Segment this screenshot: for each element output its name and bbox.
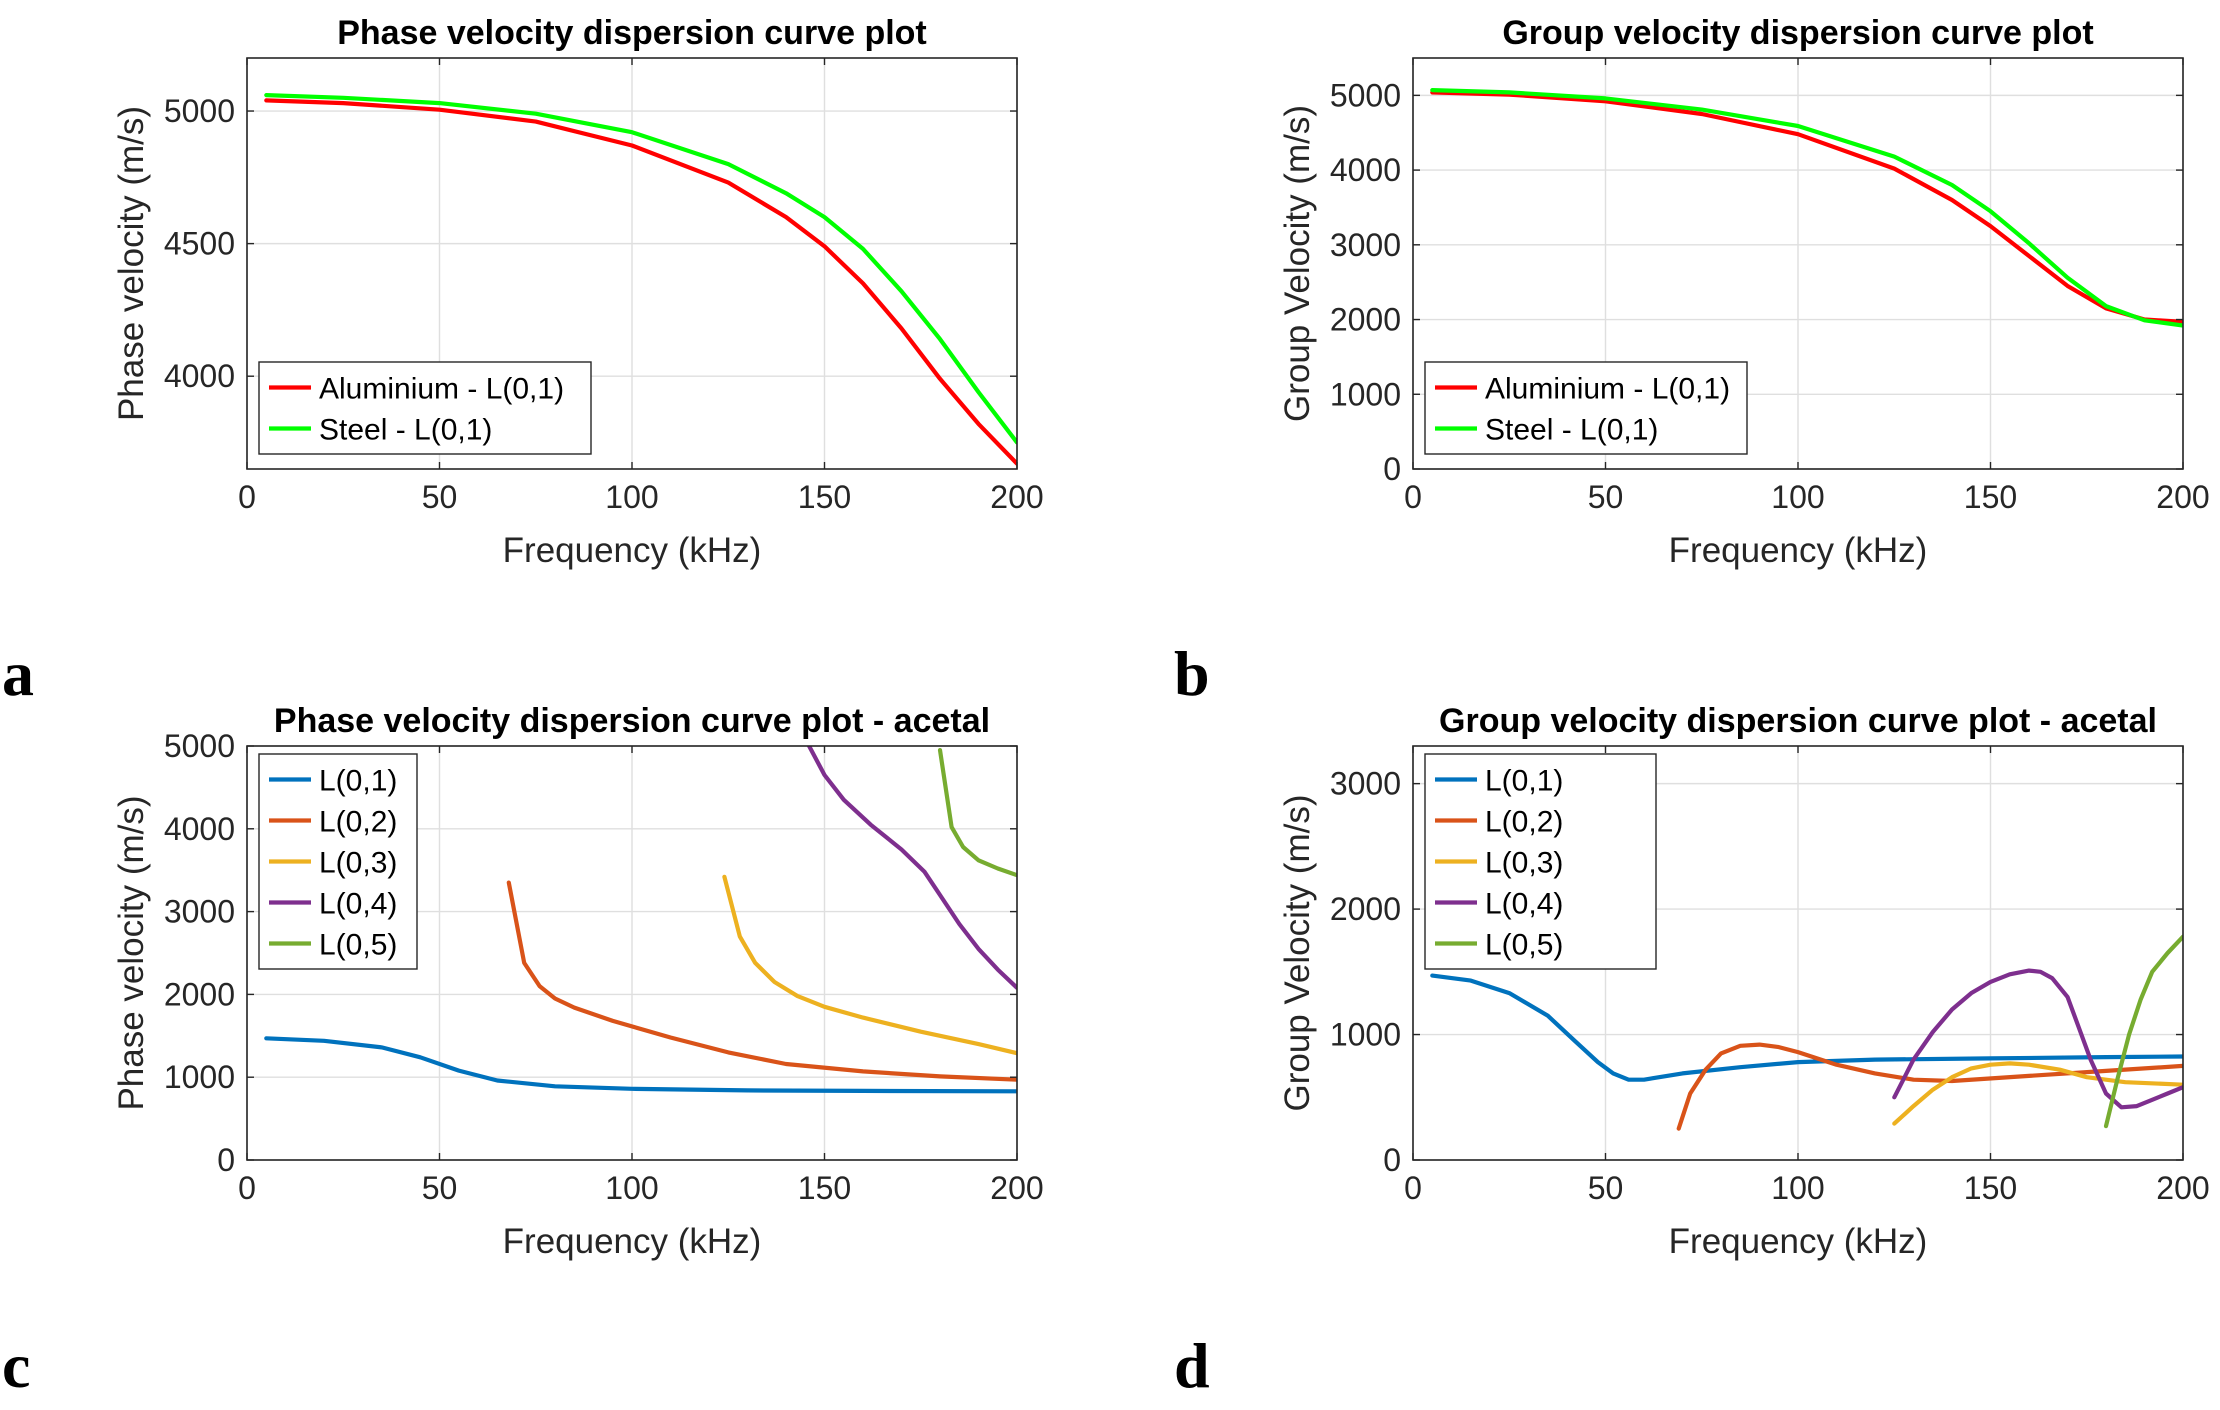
- chart-a-xtick-label: 100: [605, 479, 658, 515]
- chart-a-series-1: [264, 98, 1017, 466]
- chart-c-ytick-label: 4000: [164, 811, 235, 847]
- chart-d-series-1: [1430, 973, 2183, 1082]
- chart-d-ylabel: Group Velocity (m/s): [1278, 794, 1317, 1111]
- chart-c-ytick-label: 0: [217, 1142, 235, 1178]
- chart-a-xlabel: Frequency (kHz): [503, 531, 762, 570]
- chart-b-xlabel: Frequency (kHz): [1669, 531, 1928, 570]
- chart-c-series-4: [806, 746, 1017, 990]
- chart-d-ytick-label: 2000: [1330, 891, 1401, 927]
- chart-d-legend-entry: L(0,5): [1485, 929, 1563, 962]
- chart-c-legend-entry: L(0,4): [319, 888, 397, 921]
- chart-c-xlabel: Frequency (kHz): [503, 1222, 762, 1261]
- chart-c-legend-entry: L(0,1): [319, 765, 397, 798]
- chart-d-series-4: [1892, 968, 2183, 1110]
- chart-d-xtick-label: 150: [1964, 1170, 2017, 1206]
- chart-c-legend-entry: L(0,3): [319, 847, 397, 880]
- chart-b-ytick-label: 1000: [1330, 376, 1401, 412]
- chart-d: Group velocity dispersion curve plot - a…: [1278, 702, 2210, 1261]
- chart-d-xtick-label: 100: [1771, 1170, 1824, 1206]
- chart-a-xtick-label: 200: [990, 479, 1043, 515]
- chart-b-ytick-label: 5000: [1330, 77, 1401, 113]
- chart-c-legend-entry: L(0,5): [319, 929, 397, 962]
- chart-a-legend-entry: Steel - L(0,1): [319, 414, 492, 447]
- chart-d-series-3: [1892, 1061, 2183, 1126]
- chart-a-xtick-label: 0: [238, 479, 256, 515]
- chart-b-xtick-label: 50: [1588, 479, 1624, 515]
- chart-c-xtick-label: 200: [990, 1170, 1043, 1206]
- chart-d-xtick-label: 0: [1404, 1170, 1422, 1206]
- chart-c-xtick-label: 100: [605, 1170, 658, 1206]
- chart-a-legend: Aluminium - L(0,1) Steel - L(0,1): [258, 361, 592, 455]
- chart-b: Group velocity dispersion curve plot Fre…: [1278, 14, 2210, 570]
- panel-label-c: c: [2, 1330, 30, 1401]
- chart-a-ylabel: Phase velocity (m/s): [112, 106, 151, 421]
- chart-a: Phase velocity dispersion curve plot Fre…: [112, 14, 1044, 570]
- panel-label-b: b: [1174, 638, 1210, 709]
- chart-d-xtick-label: 200: [2156, 1170, 2209, 1206]
- chart-b-title: Group velocity dispersion curve plot: [1502, 14, 2093, 52]
- chart-a-ytick-label: 5000: [164, 93, 235, 129]
- chart-d-ytick-label: 0: [1383, 1142, 1401, 1178]
- chart-a-xtick-label: 150: [798, 479, 851, 515]
- chart-c-ytick-label: 5000: [164, 728, 235, 764]
- chart-d-title: Group velocity dispersion curve plot - a…: [1439, 702, 2157, 740]
- chart-c-legend: L(0,1) L(0,2) L(0,3) L(0,4) L(0,5): [258, 753, 418, 970]
- chart-b-legend: Aluminium - L(0,1) Steel - L(0,1): [1424, 361, 1748, 455]
- chart-c-legend-entry: L(0,2): [319, 806, 397, 839]
- chart-c-ytick-label: 1000: [164, 1059, 235, 1095]
- chart-d-legend-entry: L(0,2): [1485, 806, 1563, 839]
- chart-c-xtick-label: 50: [422, 1170, 458, 1206]
- chart-d-legend-entry: L(0,4): [1485, 888, 1563, 921]
- chart-d-xlabel: Frequency (kHz): [1669, 1222, 1928, 1261]
- chart-d-series-2: [1676, 1042, 2183, 1131]
- chart-b-legend-entry: Steel - L(0,1): [1485, 414, 1658, 447]
- chart-a-ytick-label: 4000: [164, 358, 235, 394]
- chart-a-xtick-label: 50: [422, 479, 458, 515]
- chart-c-title: Phase velocity dispersion curve plot - a…: [274, 702, 990, 740]
- chart-b-xtick-label: 100: [1771, 479, 1824, 515]
- chart-b-ytick-label: 3000: [1330, 227, 1401, 263]
- chart-a-title: Phase velocity dispersion curve plot: [337, 14, 927, 52]
- chart-c-ytick-label: 3000: [164, 894, 235, 930]
- chart-d-legend-entry: L(0,3): [1485, 847, 1563, 880]
- panel-label-a: a: [2, 638, 34, 709]
- chart-a-legend-entry: Aluminium - L(0,1): [319, 373, 564, 406]
- chart-d-ytick-label: 1000: [1330, 1017, 1401, 1053]
- chart-b-ytick-label: 2000: [1330, 302, 1401, 338]
- chart-b-ytick-label: 4000: [1330, 152, 1401, 188]
- chart-b-xtick-label: 0: [1404, 479, 1422, 515]
- chart-d-xtick-label: 50: [1588, 1170, 1624, 1206]
- chart-c-series-2: [506, 880, 1017, 1082]
- chart-c: Phase velocity dispersion curve plot - a…: [112, 702, 1044, 1261]
- chart-c-series-3: [722, 874, 1017, 1056]
- chart-c-xtick-label: 150: [798, 1170, 851, 1206]
- chart-c-ytick-label: 2000: [164, 976, 235, 1012]
- chart-c-series-5: [937, 747, 1017, 878]
- chart-d-legend: L(0,1) L(0,2) L(0,3) L(0,4) L(0,5): [1424, 753, 1657, 970]
- chart-c-series-1: [264, 1036, 1017, 1094]
- chart-c-ylabel: Phase velocity (m/s): [112, 795, 151, 1110]
- chart-d-legend-entry: L(0,1): [1485, 765, 1563, 798]
- chart-b-xtick-label: 200: [2156, 479, 2209, 515]
- chart-b-ytick-label: 0: [1383, 451, 1401, 487]
- chart-a-ytick-label: 4500: [164, 226, 235, 262]
- chart-d-ytick-label: 3000: [1330, 766, 1401, 802]
- chart-a-series-2: [264, 92, 1017, 445]
- chart-d-series-5: [2103, 934, 2183, 1129]
- chart-b-xtick-label: 150: [1964, 479, 2017, 515]
- chart-c-xtick-label: 0: [238, 1170, 256, 1206]
- chart-b-legend-entry: Aluminium - L(0,1): [1485, 373, 1730, 406]
- chart-b-ylabel: Group Velocity (m/s): [1278, 105, 1317, 422]
- chart-b-series-2: [1430, 87, 2183, 328]
- panel-label-d: d: [1174, 1330, 1210, 1401]
